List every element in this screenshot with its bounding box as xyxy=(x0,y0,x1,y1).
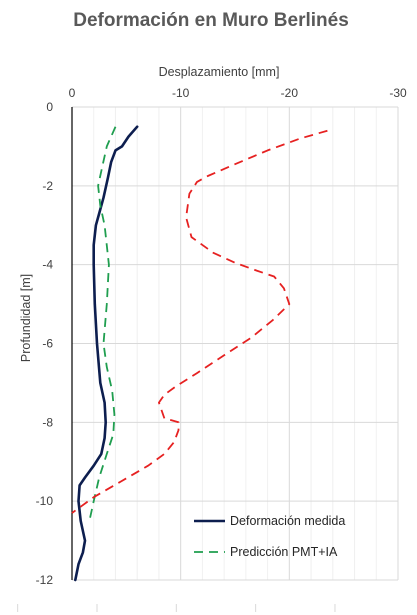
major-gridlines xyxy=(72,106,399,581)
legend-label-measured: Deformación medida xyxy=(230,514,345,528)
x-axis-title: Desplazamiento [mm] xyxy=(159,65,280,79)
chart-title: Deformación en Muro Berlinés xyxy=(73,10,349,31)
y-tick-label: -2 xyxy=(42,179,53,193)
y-tick-label: -4 xyxy=(42,258,53,272)
y-tick-labels: 0 -2 -4 -6 -8 -10 -12 xyxy=(36,100,54,587)
legend: Deformación medida Predicción PMT+IA xyxy=(194,514,345,559)
x-tick-label: -30 xyxy=(389,86,407,100)
y-tick-label: -10 xyxy=(36,494,54,508)
series-line-0 xyxy=(74,125,139,582)
x-tick-label: 0 xyxy=(69,86,76,100)
y-tick-label: -8 xyxy=(42,415,53,429)
x-tick-label: -20 xyxy=(281,86,299,100)
legend-label-prediction: Predicción PMT+IA xyxy=(230,545,338,559)
y-axis-title: Profundidad [m] xyxy=(19,274,33,362)
y-tick-label: -12 xyxy=(36,573,54,587)
series-line-2 xyxy=(71,129,328,514)
x-tick-label: -10 xyxy=(172,86,190,100)
series-layer xyxy=(71,125,328,582)
x-tick-labels: 0 -10 -20 -30 xyxy=(69,86,407,100)
y-tick-label: 0 xyxy=(46,100,53,114)
bottom-tick-stubs xyxy=(17,604,336,612)
y-tick-label: -6 xyxy=(42,337,53,351)
